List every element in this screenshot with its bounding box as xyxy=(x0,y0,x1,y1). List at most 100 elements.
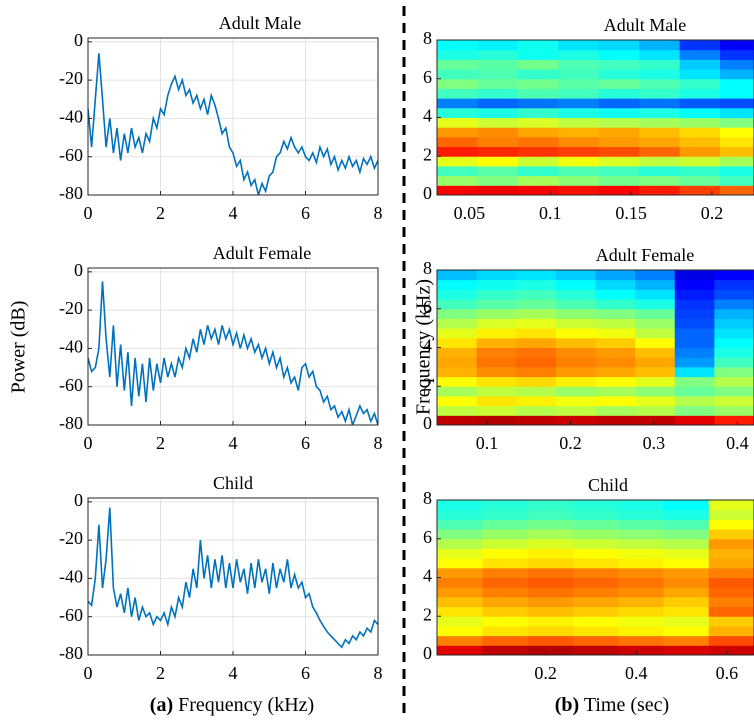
heatmap-cell xyxy=(618,529,664,540)
heatmap-cell xyxy=(437,415,478,425)
heatmap-cell xyxy=(527,587,574,598)
heatmap-cell xyxy=(598,107,640,118)
x-tick-label: 0.05 xyxy=(454,203,486,223)
heatmap-cell xyxy=(516,270,557,281)
heatmap-cell xyxy=(437,509,483,520)
heatmap-cell xyxy=(517,127,559,138)
heatmap-cell xyxy=(476,376,517,387)
x-tick-label: 8 xyxy=(374,433,383,453)
heatmap-cell xyxy=(679,98,721,109)
x-tick-label: 4 xyxy=(229,663,238,683)
heatmap-cell xyxy=(639,146,681,157)
y-tick-label: -60 xyxy=(59,605,83,625)
heatmap-cell xyxy=(598,117,640,128)
heatmap-cell xyxy=(437,156,478,167)
heatmap-cell xyxy=(618,635,664,646)
heatmap-cell xyxy=(477,165,519,177)
y-tick-label: 6 xyxy=(423,297,432,317)
heatmap-cell xyxy=(558,88,600,99)
y-tick-label: 0 xyxy=(423,183,432,203)
y-tick-label: 8 xyxy=(423,28,432,48)
heatmap-cell xyxy=(595,299,636,310)
heatmap-cell xyxy=(482,577,529,588)
heatmap-cell xyxy=(674,328,715,339)
heatmap-cell xyxy=(555,405,596,416)
heatmap-cell xyxy=(516,366,557,378)
heatmap-cell xyxy=(517,165,559,177)
heatmap-cell xyxy=(516,318,557,329)
heatmap xyxy=(437,500,754,655)
heatmap-cell xyxy=(527,529,574,540)
heatmap-cell xyxy=(517,49,559,60)
heatmap-cell xyxy=(635,366,676,378)
heatmap-cell xyxy=(714,405,754,416)
heatmap-cell xyxy=(714,366,754,378)
heatmap-cell xyxy=(437,548,483,559)
heatmap-cell xyxy=(572,596,619,608)
heatmap-cell xyxy=(555,279,596,290)
heatmap-cell xyxy=(527,625,574,637)
heatmap-cell xyxy=(517,59,559,70)
heatmap-cell xyxy=(437,127,478,138)
heatmap-cell xyxy=(674,270,715,281)
heatmap-cell xyxy=(482,606,529,617)
heatmap-cell xyxy=(663,558,710,569)
heatmap-cell xyxy=(635,279,676,290)
heatmap-cell xyxy=(476,308,517,319)
y-tick-label: 0 xyxy=(74,490,83,510)
heatmap-cell xyxy=(558,127,600,138)
heatmap-cell xyxy=(558,98,600,109)
heatmap-cell xyxy=(437,88,478,99)
heatmap-cell xyxy=(663,645,710,655)
heatmap-cell xyxy=(639,40,681,51)
heatmap-cell xyxy=(618,558,664,569)
heatmap-cell xyxy=(635,415,676,425)
heatmap-cell xyxy=(482,625,529,637)
heatmap-cell xyxy=(714,357,754,368)
heatmap-cell xyxy=(555,415,596,425)
heatmap-cell xyxy=(618,606,664,617)
heatmap-cell xyxy=(572,606,619,617)
heatmap-cell xyxy=(437,538,483,549)
heatmap-cell xyxy=(708,596,754,608)
heatmap-cell xyxy=(720,117,754,128)
heatmap-cell xyxy=(708,529,754,540)
heatmap-cell xyxy=(598,175,640,186)
heatmap-cell xyxy=(663,625,710,637)
heatmap-cell xyxy=(437,625,483,637)
heatmap-cell xyxy=(558,185,600,195)
heatmap-cell xyxy=(437,635,483,646)
heatmap-cell xyxy=(477,117,519,128)
heatmap-cell xyxy=(635,376,676,387)
heatmap-cell xyxy=(720,165,754,177)
heatmap-cell xyxy=(476,347,517,358)
heatmap-cell xyxy=(482,596,529,608)
heatmap-cell xyxy=(635,357,676,368)
heatmap-cell xyxy=(437,175,478,186)
heatmap-cell xyxy=(558,78,600,89)
heatmap-cell xyxy=(595,279,636,290)
heatmap-cell xyxy=(516,328,557,339)
x-tick-label: 0.4 xyxy=(726,433,749,453)
heatmap-cell xyxy=(618,548,664,559)
heatmap-cell xyxy=(618,538,664,549)
heatmap-cell xyxy=(595,318,636,329)
heatmap-cell xyxy=(663,548,710,559)
heatmap-cell xyxy=(476,415,517,425)
heatmap-cell xyxy=(437,337,478,348)
heatmap-cell xyxy=(482,509,529,520)
heatmap-cell xyxy=(708,548,754,559)
heatmap-cell xyxy=(527,509,574,520)
data-line xyxy=(88,53,378,195)
heatmap-cell xyxy=(477,136,519,148)
heatmap-cell xyxy=(516,376,557,387)
heatmap-cell xyxy=(639,156,681,167)
heatmap-cell xyxy=(476,366,517,378)
x-tick-label: 6 xyxy=(301,433,310,453)
heatmap-cell xyxy=(555,376,596,387)
x-tick-label: 4 xyxy=(229,433,238,453)
heatmap-cell xyxy=(558,146,600,157)
heatmap-cell xyxy=(477,40,519,51)
heatmap-cell xyxy=(618,596,664,608)
